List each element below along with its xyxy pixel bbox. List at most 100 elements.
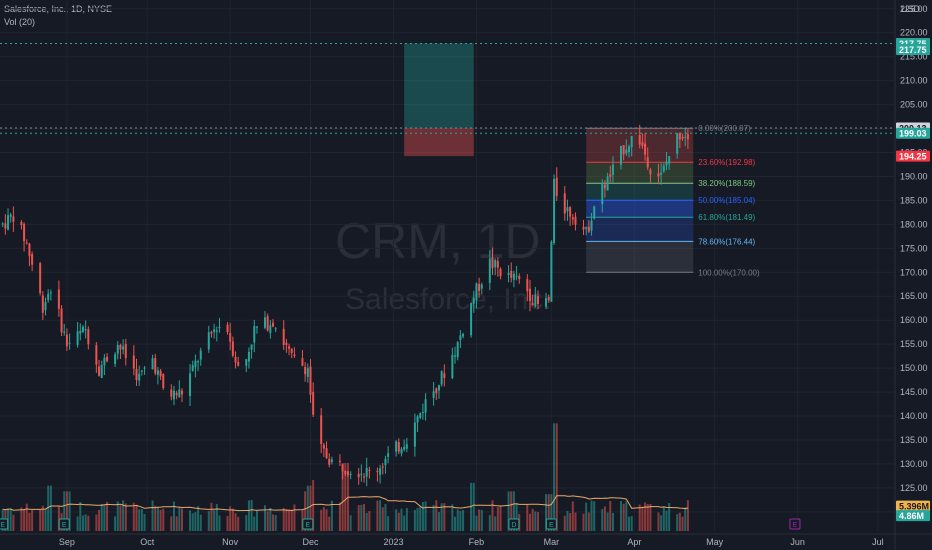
volume-bar	[440, 503, 443, 531]
volume-bar	[625, 501, 628, 531]
event-marker[interactable]	[508, 518, 520, 530]
candle-body	[309, 366, 312, 395]
volume-bar	[178, 507, 181, 531]
volume-bar	[189, 510, 192, 531]
candle-body	[419, 413, 422, 418]
volume-bar	[344, 463, 347, 531]
candle-body	[611, 164, 614, 175]
volume-bar	[462, 510, 465, 531]
event-marker[interactable]	[302, 518, 314, 530]
candle-body	[593, 206, 596, 219]
volume-bar	[413, 509, 416, 531]
volume-bar	[496, 507, 499, 531]
candle-body	[106, 356, 109, 362]
volume-bar	[282, 508, 285, 531]
candle-body	[47, 293, 50, 301]
volume-bar	[154, 505, 157, 531]
candle-body	[454, 355, 457, 357]
candle-body	[585, 227, 588, 229]
volume-bar	[662, 506, 665, 531]
event-marker[interactable]	[0, 518, 9, 530]
candle-body	[676, 133, 679, 154]
volume-bar	[41, 505, 44, 531]
y-tick-label: 210.00	[900, 76, 928, 86]
volume-bar	[338, 502, 341, 531]
volume-bar	[304, 491, 307, 531]
candle-body	[247, 351, 250, 362]
candle-body	[678, 132, 681, 140]
event-marker[interactable]	[58, 518, 70, 530]
candle-body	[387, 453, 390, 457]
candle-body	[84, 329, 87, 331]
fib-level-label: 23.60%(192.98)	[698, 158, 755, 167]
volume-bar	[555, 423, 558, 531]
candle-body	[684, 136, 687, 138]
volume-bar	[290, 509, 293, 531]
candle-body	[363, 476, 366, 478]
volume-bar	[628, 516, 631, 531]
candle-body	[285, 342, 288, 345]
candle-body	[124, 344, 127, 359]
volume-bar	[124, 503, 127, 531]
candle-body	[641, 142, 644, 147]
volume-bar	[47, 485, 50, 531]
candle-body	[365, 467, 368, 477]
volume-bar	[255, 510, 258, 531]
candle-body	[57, 289, 60, 309]
x-tick-label: Jul	[872, 537, 884, 547]
volume-bar	[28, 512, 31, 531]
volume-bar	[181, 508, 184, 531]
candle-body	[63, 331, 66, 333]
candle-body	[178, 389, 181, 398]
candle-body	[199, 350, 202, 360]
volume-bar	[649, 504, 652, 531]
candle-body	[44, 302, 47, 311]
candle-body	[628, 146, 631, 153]
candle-body	[330, 459, 333, 462]
candle-body	[207, 332, 210, 350]
candle-body	[582, 226, 585, 230]
candle-body	[590, 220, 593, 231]
candle-body	[491, 257, 494, 269]
volume-bar	[657, 512, 660, 531]
candle-body	[478, 283, 481, 291]
volume-bar	[84, 514, 87, 531]
volume-bar	[534, 511, 537, 531]
volume-bar	[215, 504, 218, 531]
volume-bar	[435, 500, 438, 531]
x-tick-label: Feb	[469, 537, 485, 547]
candle-body	[496, 261, 499, 268]
volume-bar	[100, 503, 103, 531]
volume-bar	[63, 491, 66, 531]
volume-bar	[357, 505, 360, 531]
volume-bar	[491, 500, 494, 531]
volume-bar	[553, 423, 556, 531]
candle-body	[384, 458, 387, 466]
volume-bar	[454, 516, 457, 531]
candle-body	[76, 331, 79, 345]
candle-body	[400, 448, 403, 454]
volume-bar	[376, 500, 379, 531]
volume-bar	[528, 513, 531, 531]
volume-bar	[475, 515, 478, 531]
event-marker[interactable]	[545, 518, 557, 530]
volume-bar	[443, 503, 446, 531]
volume-bar	[199, 514, 202, 531]
candle-body	[368, 469, 371, 471]
candle-body	[98, 366, 101, 376]
candle-body	[237, 361, 240, 366]
candle-body	[191, 365, 194, 371]
volume-indicator-title[interactable]: Vol (20)	[4, 17, 36, 27]
candle-body	[60, 308, 63, 333]
volume-bar	[170, 516, 173, 531]
volume-bar	[619, 501, 622, 531]
price-badge-label: 4.86M	[899, 511, 924, 521]
candle-body	[39, 263, 42, 294]
candle-body	[662, 165, 665, 172]
volume-bar	[263, 505, 266, 531]
candle-body	[657, 173, 660, 177]
event-marker[interactable]	[789, 518, 801, 530]
event-marker-label: E	[549, 522, 554, 529]
candle-body	[660, 172, 663, 175]
